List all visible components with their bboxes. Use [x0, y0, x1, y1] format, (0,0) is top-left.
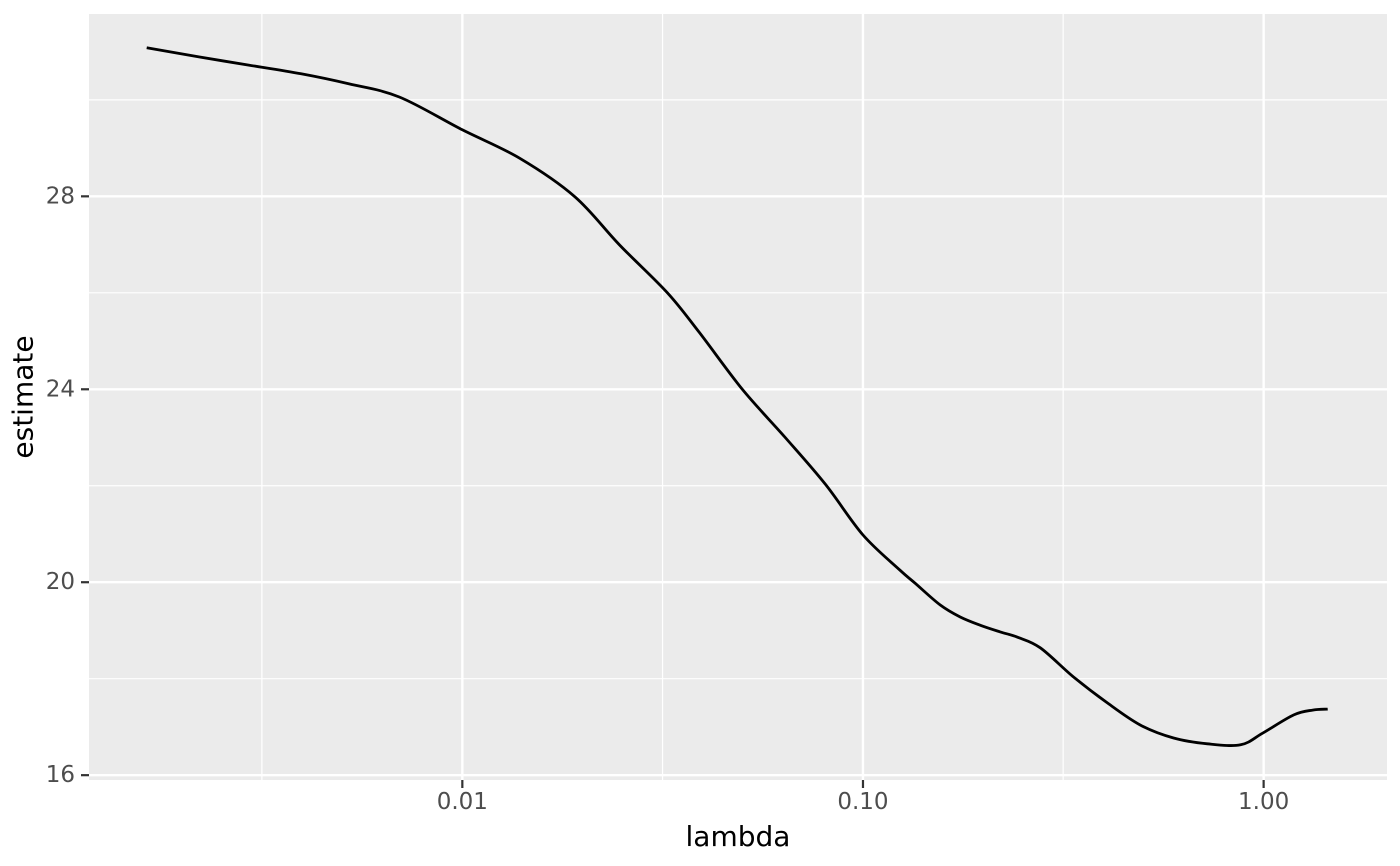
y-tick-label: 28 — [46, 183, 75, 209]
y-tick-label: 24 — [46, 376, 75, 402]
estimate-line — [146, 46, 1328, 747]
x-tick-label: 0.01 — [437, 789, 488, 815]
x-tick-label: 0.10 — [837, 789, 888, 815]
panel-background — [89, 14, 1387, 780]
x-axis-title: lambda — [685, 820, 791, 853]
y-tick-label: 20 — [46, 569, 75, 595]
x-tick-label: 1.00 — [1238, 789, 1289, 815]
y-axis-title: estimate — [6, 335, 40, 459]
y-tick-label: 16 — [46, 762, 75, 788]
